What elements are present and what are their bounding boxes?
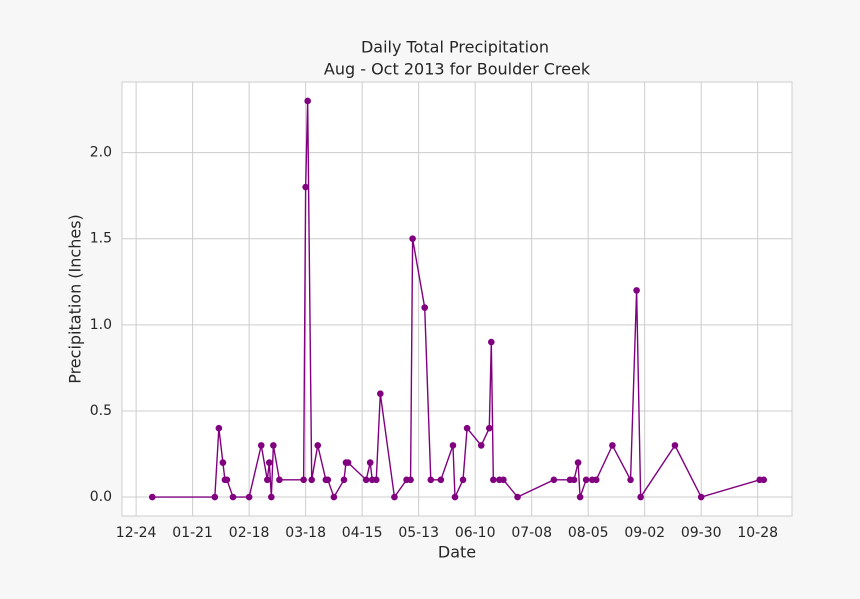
data-point (449, 442, 457, 449)
x-tick-label: 03-18 (285, 525, 326, 541)
axes-frame (121, 81, 793, 517)
data-point (268, 493, 275, 501)
data-point (372, 476, 380, 484)
plot-area (122, 82, 792, 516)
data-point (215, 424, 223, 432)
data-point (300, 476, 307, 484)
data-point (407, 476, 414, 484)
data-point (485, 424, 493, 432)
x-tick-label: 10-28 (737, 525, 778, 541)
data-point (437, 476, 445, 484)
data-point (245, 493, 253, 501)
data-point (270, 442, 277, 449)
data-point (257, 442, 265, 449)
data-point (459, 476, 467, 484)
y-tick-label: 1.5 (90, 231, 112, 247)
data-point (330, 493, 338, 501)
data-point (488, 338, 495, 346)
y-tick-label: 2.0 (90, 145, 112, 161)
data-point (463, 424, 471, 432)
data-point (427, 476, 435, 484)
x-tick-label: 05-13 (398, 525, 439, 541)
data-point (477, 442, 485, 449)
data-point (582, 476, 590, 484)
x-tick-label: 09-30 (681, 525, 722, 541)
data-point (576, 493, 584, 501)
chart-subtitle: Aug - Oct 2013 for Boulder Creek (324, 60, 591, 79)
data-point (344, 459, 352, 466)
chart-title: Daily Total Precipitation (361, 38, 549, 57)
data-point (574, 459, 582, 466)
y-tick-label: 0.0 (90, 489, 112, 505)
data-point (377, 390, 384, 398)
data-point (276, 476, 283, 484)
x-tick-label: 01-21 (172, 525, 213, 541)
data-point (308, 476, 315, 484)
data-point (223, 476, 231, 484)
data-point (421, 304, 429, 311)
y-axis-label: Precipitation (Inches) (66, 214, 85, 384)
data-point (148, 493, 156, 501)
data-point (366, 459, 374, 466)
data-point (451, 493, 459, 501)
data-point (362, 476, 370, 484)
data-point (302, 183, 309, 191)
data-point (264, 476, 271, 484)
data-point (570, 476, 578, 484)
data-point (500, 476, 507, 484)
data-point (760, 476, 768, 484)
y-tick-label: 0.5 (90, 403, 112, 419)
series (148, 97, 768, 501)
data-point (304, 97, 311, 105)
data-point (211, 493, 219, 501)
x-axis-label: Date (438, 543, 476, 562)
x-tick-label: 04-15 (342, 525, 383, 541)
grid (122, 82, 792, 516)
x-tick-label: 07-08 (511, 525, 552, 541)
data-point (391, 493, 398, 501)
x-tick-label: 08-05 (568, 525, 609, 541)
data-point (633, 287, 640, 294)
data-point (324, 476, 332, 484)
data-point (671, 442, 679, 449)
data-point (490, 476, 497, 484)
data-point (229, 493, 237, 501)
x-tick-label: 06-10 (455, 525, 496, 541)
data-point (340, 476, 348, 484)
data-point (314, 442, 322, 449)
y-tick-label: 1.0 (90, 317, 112, 333)
data-point (550, 476, 558, 484)
data-point (219, 459, 227, 466)
data-point (409, 235, 416, 243)
data-point (697, 493, 705, 501)
data-point (637, 493, 644, 501)
data-point (627, 476, 634, 484)
x-tick-label: 02-18 (229, 525, 270, 541)
data-point (514, 493, 521, 501)
data-point (592, 476, 600, 484)
x-tick-label: 12-24 (116, 525, 157, 541)
x-tick-label: 09-02 (624, 525, 665, 541)
data-point (266, 459, 273, 466)
data-point (609, 442, 616, 449)
